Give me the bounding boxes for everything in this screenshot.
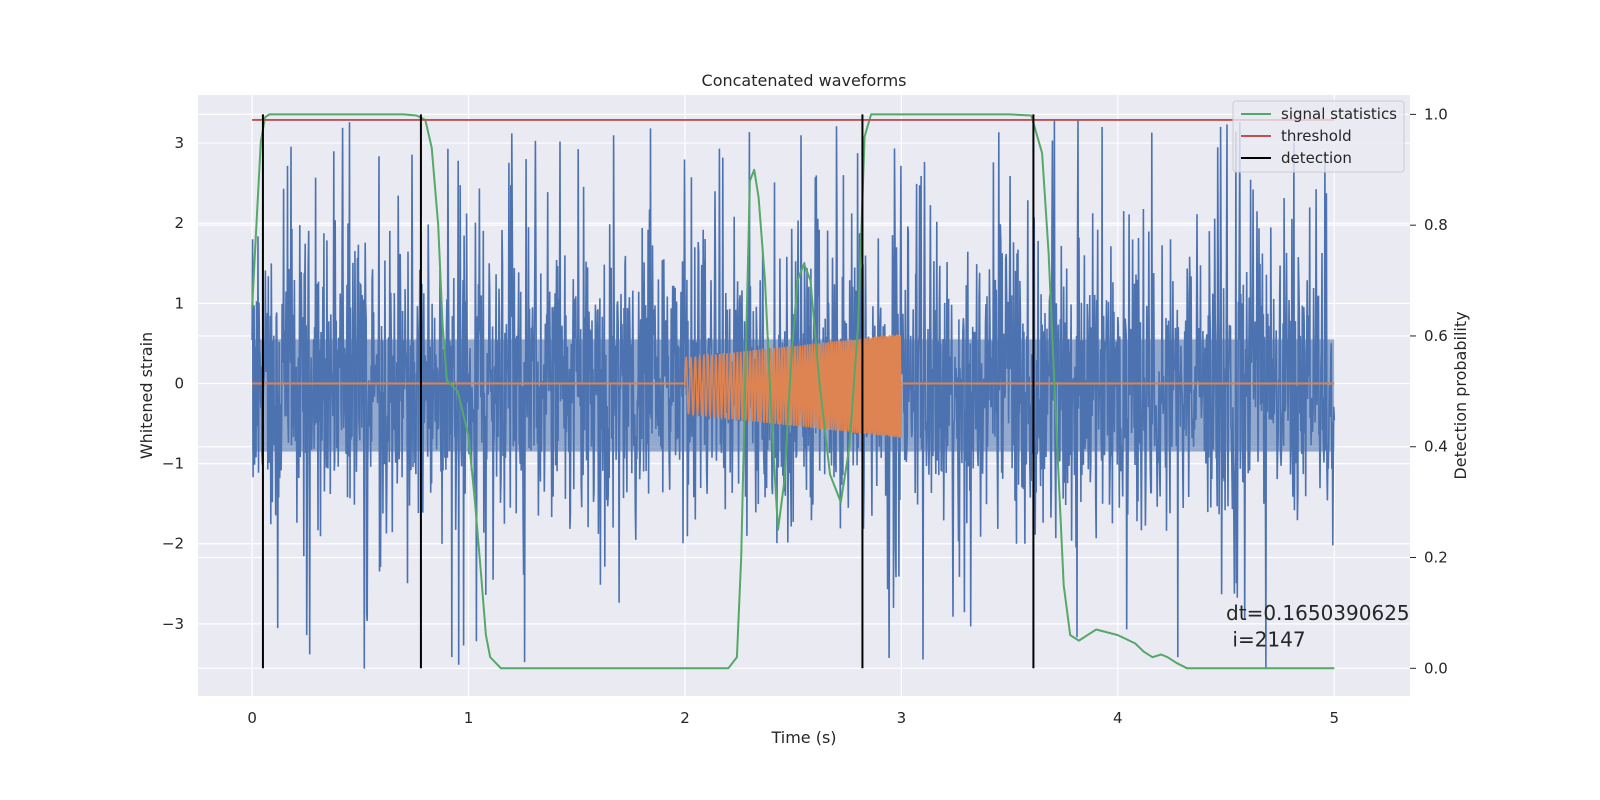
y-tick-label: 3 (174, 134, 184, 152)
y-tick-label: 0 (174, 374, 184, 392)
legend-label-threshold: threshold (1281, 127, 1352, 145)
injected-waveform-series (252, 334, 1335, 438)
y-right-tick-label: 0.6 (1424, 327, 1448, 345)
y-right-tick-label: 1.0 (1424, 105, 1448, 123)
x-tick-label: 0 (247, 709, 257, 727)
signal-statistics-series (251, 113, 1335, 670)
chart-title: Concatenated waveforms (702, 71, 907, 90)
axis-ticks: 0 1 2 3 4 5 −3 −2 −1 0 1 2 3 0.0 0.2 0.4 0.6 0.8 1.0 (162, 105, 1448, 727)
y-tick-label: −3 (162, 615, 184, 633)
x-tick-label: 5 (1329, 709, 1339, 727)
annotation-index: i=2147 (1226, 627, 1306, 651)
x-tick-label: 2 (680, 709, 690, 727)
y-tick-label: 2 (174, 214, 184, 232)
y-right-tick-label: 0.8 (1424, 216, 1448, 234)
y-tick-label: 1 (174, 294, 184, 312)
legend-label-detection: detection (1281, 149, 1352, 167)
y-right-tick-label: 0.4 (1424, 438, 1448, 456)
detection-series (261, 114, 1035, 669)
legend-box (1232, 100, 1405, 173)
signal-statistics-line (251, 113, 1335, 670)
y-axis-label: Whitened strain (137, 332, 156, 459)
legend-label-signal-statistics: signal statistics (1281, 105, 1397, 123)
y-axis-right-label: Detection probability (1451, 311, 1470, 479)
x-tick-label: 1 (464, 709, 474, 727)
y-right-tick-label: 0.0 (1424, 659, 1448, 677)
y-right-tick-label: 0.2 (1424, 549, 1448, 567)
y-tick-label: −1 (162, 455, 184, 473)
injected-waveform-chirp (684, 334, 903, 438)
legend: signal statistics threshold detection (1232, 100, 1405, 173)
x-axis-label: Time (s) (770, 728, 836, 747)
x-tick-label: 4 (1113, 709, 1123, 727)
annotation-dt: dt=0.1650390625 (1226, 601, 1410, 625)
x-tick-label: 3 (897, 709, 907, 727)
y-tick-label: −2 (162, 535, 184, 553)
